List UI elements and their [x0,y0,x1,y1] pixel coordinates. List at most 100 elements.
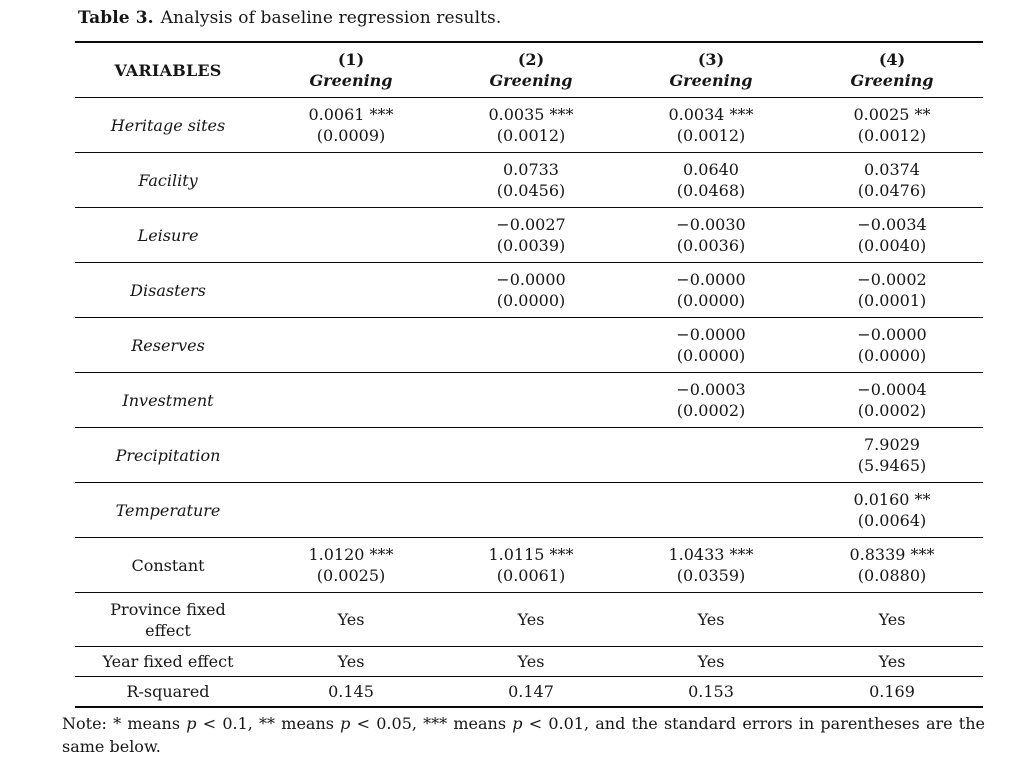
std-error: (0.0002) [676,401,746,420]
summary-value: Yes [801,592,983,647]
summary-value: 0.169 [869,682,915,701]
coef-value: −0.0000 [676,325,746,344]
coef-value: 1.0120 *** [308,545,394,564]
coef-value: −0.0027 [496,215,566,234]
row-label: Year fixed effect [75,646,261,677]
column-header: (2) Greening [441,42,621,98]
coef-value [261,324,441,345]
note-text: Note: * means [62,714,187,733]
note-pvalue-symbol: p [340,714,351,733]
row-label: Reserves [75,317,261,373]
coef-cell: −0.0003 (0.0002) [621,372,801,428]
row-label: Heritage sites [75,97,261,153]
column-number: (1) [337,50,365,69]
std-error: (0.0001) [857,291,927,310]
coef-cell: −0.0034 (0.0040) [801,207,983,263]
note-text: < 0.05, *** means [350,714,513,733]
std-error: (0.0064) [857,511,927,530]
coef-value [261,489,441,510]
table-note: Note: * means p < 0.1, ** means p < 0.05… [62,713,985,758]
coef-value [261,214,441,235]
coef-cell: −0.0000 (0.0000) [621,262,801,318]
coef-cell [261,372,441,428]
coef-cell: −0.0000 (0.0000) [621,317,801,373]
table-row: R-squared 0.145 0.147 0.153 0.169 [75,677,983,708]
coef-value: 0.0061 *** [308,105,394,124]
summary-value: 0.153 [688,682,734,701]
row-label: Temperature [75,482,261,538]
column-number: (3) [697,50,725,69]
coef-value [441,324,621,345]
std-error [441,345,621,366]
std-error [261,400,441,421]
table-row: Province fixed effect Yes Yes Yes Yes [75,592,983,647]
note-pvalue-symbol: p [186,714,197,733]
coef-value: 0.0025 ** [853,105,931,124]
table-row: Leisure −0.0027 (0.0039) −0.0030 (0.0036) −0.… [75,207,983,263]
coef-value: 1.0115 *** [488,545,574,564]
coef-cell: −0.0000 (0.0000) [801,317,983,373]
table-row: Heritage sites 0.0061 *** (0.0009) 0.0035 *… [75,97,983,153]
coef-cell [261,482,441,538]
summary-value: Yes [441,592,621,647]
row-label: Facility [75,152,261,208]
coef-value: −0.0000 [676,270,746,289]
coef-cell: 1.0115 *** (0.0061) [441,537,621,593]
std-error: (0.0012) [857,126,927,145]
std-error: (0.0000) [676,346,746,365]
std-error: (0.0040) [857,236,927,255]
summary-value: Yes [621,592,801,647]
table-row: Disasters −0.0000 (0.0000) −0.0000 (0.0000) −… [75,262,983,318]
std-error: (0.0000) [496,291,566,310]
std-error: (0.0036) [676,236,746,255]
row-label: Leisure [75,207,261,263]
coef-cell: 1.0433 *** (0.0359) [621,537,801,593]
coef-cell: 0.0061 *** (0.0009) [261,97,441,153]
coef-cell: −0.0004 (0.0002) [801,372,983,428]
std-error: (0.0359) [676,566,746,585]
std-error [261,235,441,256]
coef-cell: 0.0025 ** (0.0012) [801,97,983,153]
std-error: (0.0012) [496,126,566,145]
coef-value [261,379,441,400]
coef-cell [441,317,621,373]
summary-value: Yes [441,646,621,677]
coef-cell: 0.0640 (0.0468) [621,152,801,208]
coef-cell [441,372,621,428]
coef-value [441,379,621,400]
coef-cell: 0.0374 (0.0476) [801,152,983,208]
std-error: (0.0061) [496,566,566,585]
coef-cell: 0.8339 *** (0.0880) [801,537,983,593]
std-error: (0.0476) [857,181,927,200]
coef-cell: 0.0034 *** (0.0012) [621,97,801,153]
coef-value: 0.0034 *** [668,105,754,124]
column-depvar: Greening [489,71,573,90]
summary-value: Yes [261,592,441,647]
coef-cell: 1.0120 *** (0.0025) [261,537,441,593]
std-error: (0.0025) [316,566,386,585]
std-error: (0.0012) [676,126,746,145]
coef-cell: 0.0160 ** (0.0064) [801,482,983,538]
coef-cell: −0.0002 (0.0001) [801,262,983,318]
std-error [621,510,801,531]
std-error: (0.0468) [676,181,746,200]
coef-cell: 0.0035 *** (0.0012) [441,97,621,153]
coef-cell [261,152,441,208]
coef-value: −0.0002 [857,270,927,289]
coef-cell [261,317,441,373]
std-error: (0.0002) [857,401,927,420]
table-row: Reserves −0.0000 (0.0000) −0.0000 (0.0000) [75,317,983,373]
coef-cell: −0.0027 (0.0039) [441,207,621,263]
coef-value: 0.0640 [683,160,739,179]
table-caption-text: Analysis of baseline regression results. [160,8,502,28]
coef-value: 0.0160 ** [853,490,931,509]
table-caption-label: Table 3. [78,8,154,28]
coef-value: −0.0000 [496,270,566,289]
coef-value: −0.0030 [676,215,746,234]
coef-value [261,159,441,180]
table-row: Precipitation 7.9029 (5.9465) [75,427,983,483]
std-error [261,455,441,476]
coef-value: 7.9029 [864,435,920,454]
row-label: Constant [75,537,261,593]
